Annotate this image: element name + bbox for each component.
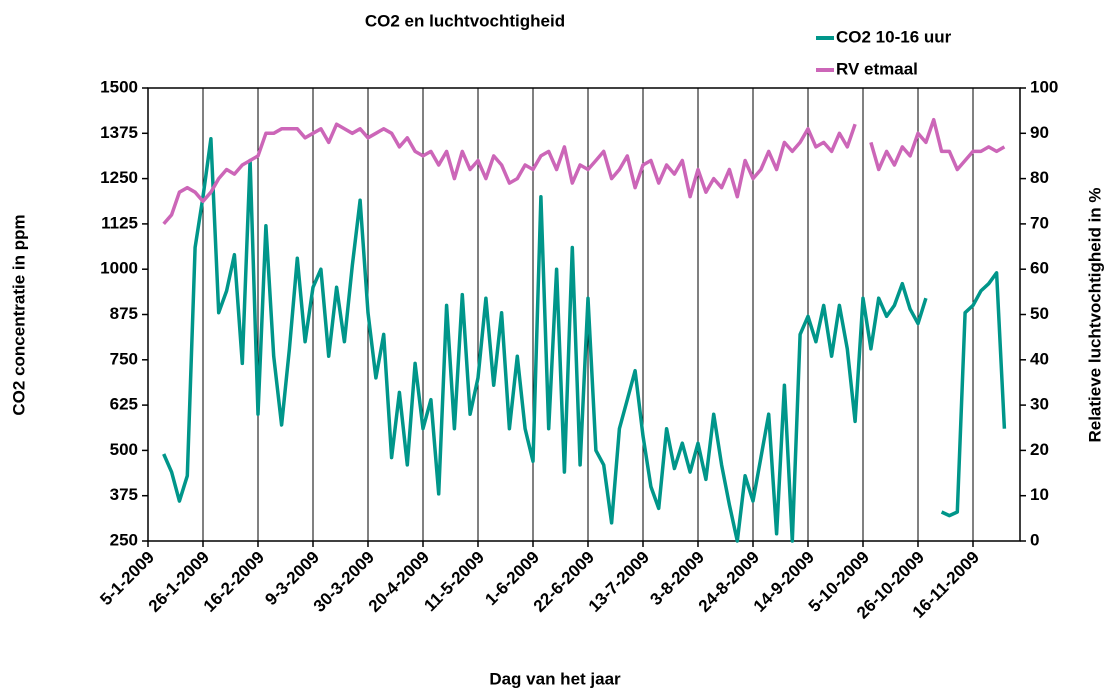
y2-tick-label: 0 <box>1030 530 1039 549</box>
series-line <box>162 136 1007 543</box>
y-tick-label: 500 <box>110 440 138 459</box>
y-tick-label: 625 <box>110 395 138 414</box>
x-tick-label: 16-2-2009 <box>200 548 268 616</box>
series-line <box>162 117 1006 226</box>
legend-label: CO2 10-16 uur <box>836 27 952 46</box>
y2-tick-label: 100 <box>1030 77 1058 96</box>
x-tick-label: 13-7-2009 <box>585 548 653 616</box>
y2-tick-label: 50 <box>1030 304 1049 323</box>
x-tick-label: 20-4-2009 <box>365 548 433 616</box>
y2-tick-label: 10 <box>1030 485 1049 504</box>
y-axis-label: CO2 concentratie in ppm <box>9 214 28 415</box>
y2-tick-label: 30 <box>1030 395 1049 414</box>
legend-label: RV etmaal <box>836 59 918 78</box>
y2-tick-label: 60 <box>1030 259 1049 278</box>
y2-tick-label: 40 <box>1030 349 1049 368</box>
y-tick-label: 375 <box>110 485 138 504</box>
y-tick-label: 1000 <box>100 259 138 278</box>
y-tick-label: 1375 <box>100 123 138 142</box>
y-tick-label: 1125 <box>101 213 138 232</box>
x-axis-label: Dag van het jaar <box>489 669 621 688</box>
chart-title: CO2 en luchtvochtigheid <box>365 11 565 30</box>
y-tick-label: 750 <box>110 349 138 368</box>
y2-tick-label: 90 <box>1030 123 1049 142</box>
y-tick-label: 1250 <box>100 168 138 187</box>
x-tick-label: 11-5-2009 <box>420 548 488 616</box>
y2-tick-label: 70 <box>1030 213 1049 232</box>
y2-axis-label: Relatieve luchtvochtigheid in % <box>1085 187 1104 442</box>
y-tick-label: 1500 <box>100 77 138 96</box>
y-tick-label: 875 <box>110 304 138 323</box>
y2-tick-label: 80 <box>1030 168 1049 187</box>
y2-tick-label: 20 <box>1030 440 1049 459</box>
y-tick-label: 250 <box>110 530 138 549</box>
